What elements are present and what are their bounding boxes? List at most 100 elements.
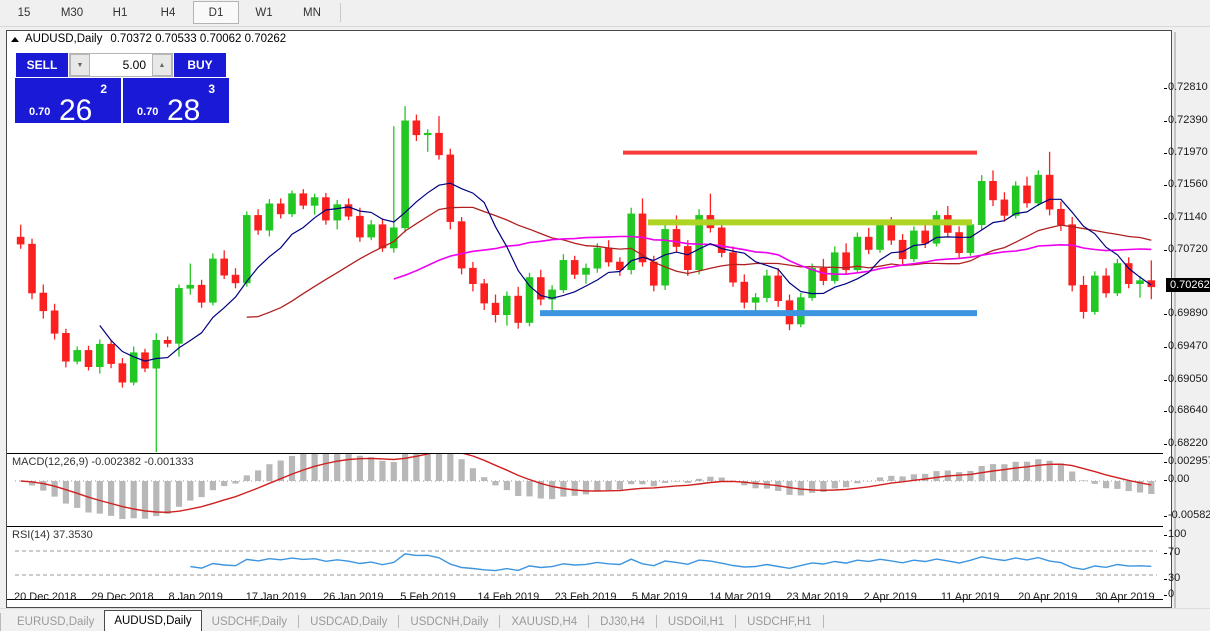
chart-ohlc-values: 0.70372 0.70533 0.70062 0.70262 xyxy=(110,33,287,45)
macd-chart-svg xyxy=(15,454,1157,519)
sell-price-prefix: 0.70 xyxy=(29,106,51,118)
price-scale-label: 0.68640 xyxy=(1168,404,1208,417)
buy-price-main: 28 xyxy=(167,94,201,127)
tab-divider xyxy=(655,615,657,628)
date-axis-label: 17 Jan 2019 xyxy=(245,591,307,603)
price-scale-label: 0.71970 xyxy=(1168,146,1208,159)
price-scale-tick xyxy=(1164,217,1167,219)
sell-button[interactable]: SELL xyxy=(16,53,68,77)
price-scale-tick xyxy=(1164,120,1167,122)
date-axis-label: 5 Mar 2019 xyxy=(631,591,688,603)
symbol-tab-usdcnh-daily[interactable]: USDCNH,Daily xyxy=(410,616,489,628)
rsi-scale-label: 30 xyxy=(1168,572,1181,584)
date-axis-label: 11 Apr 2019 xyxy=(940,591,1000,603)
price-scale-tick xyxy=(1164,153,1167,155)
rsi-scale-tick xyxy=(1164,535,1167,536)
buy-price-box[interactable]: 0.70 28 3 xyxy=(123,78,229,127)
price-scale-tick xyxy=(1164,444,1167,445)
date-axis-label: 14 Feb 2019 xyxy=(477,591,540,603)
volume-increment-icon[interactable]: ▲ xyxy=(152,54,172,76)
price-scale-label: 0.71140 xyxy=(1168,210,1207,223)
chart-window[interactable]: AUDUSD,Daily 0.70372 0.70533 0.70062 0.7… xyxy=(6,30,1172,608)
price-scale-label: 0.69890 xyxy=(1168,307,1208,320)
one-click-trade-panel[interactable]: SELL ▼ 5.00 ▲ BUY 0.70 26 2 0.70 28 3 xyxy=(15,52,231,127)
symbol-tab-bar: EURUSD,Daily AUDUSD,Daily USDCHF,Daily USDC… xyxy=(0,608,1210,631)
date-axis-label: 20 Dec 2018 xyxy=(14,591,77,603)
timeframe-button-d1[interactable]: D1 xyxy=(193,1,239,24)
macd-scale-label: -0.00582 xyxy=(1168,509,1210,521)
symbol-tab-usdchf-h1[interactable]: USDCHF,H1 xyxy=(747,616,812,628)
price-scale-label: 0.68220 xyxy=(1168,437,1208,449)
trade-panel-controls: SELL ▼ 5.00 ▲ BUY xyxy=(15,52,231,78)
timeframe-button-m30[interactable]: M30 xyxy=(60,6,84,19)
timeframe-toolbar: 15 M30 H1 H4 D1 W1 MN xyxy=(0,0,1210,27)
timeframe-button-mn[interactable]: MN xyxy=(303,6,321,19)
price-scale-label: 0.70720 xyxy=(1168,243,1208,256)
symbol-tab-usdchf-daily[interactable]: USDCHF,Daily xyxy=(211,616,288,628)
timeframe-button-h4[interactable]: H4 xyxy=(160,6,176,19)
timeframe-button-h1[interactable]: H1 xyxy=(112,6,128,19)
date-axis-label: 14 Mar 2019 xyxy=(709,591,771,603)
toolbar-separator xyxy=(340,3,341,22)
sell-price-fraction: 2 xyxy=(100,82,107,96)
macd-scale-tick xyxy=(1164,462,1167,463)
date-axis-label: 2 Apr 2019 xyxy=(863,591,917,603)
symbol-tab-dj30-h4[interactable]: DJ30,H4 xyxy=(600,616,645,628)
price-scale-label: 0.71560 xyxy=(1168,177,1208,190)
rsi-scale-tick xyxy=(1164,579,1167,580)
price-scale-label: 0.72390 xyxy=(1168,113,1208,126)
volume-stepper[interactable]: ▼ 5.00 ▲ xyxy=(69,53,173,77)
timeframe-button-15[interactable]: 15 xyxy=(17,6,31,19)
date-axis-label: 30 Apr 2019 xyxy=(1095,591,1155,603)
timeframe-button-group: 15 M30 H1 H4 D1 W1 MN xyxy=(0,0,345,25)
symbol-tab-audusd-daily[interactable]: AUDUSD,Daily xyxy=(104,610,202,631)
rsi-scale-tick xyxy=(1164,595,1167,596)
symbol-tab-xauusd-h4[interactable]: XAUUSD,H4 xyxy=(511,616,578,628)
symbol-tab-eurusd-daily[interactable]: EURUSD,Daily xyxy=(17,616,95,628)
price-scale-tick xyxy=(1164,379,1167,381)
rsi-label: RSI(14) 37.3530 xyxy=(12,529,93,541)
trade-panel-prices: 0.70 26 2 0.70 28 3 xyxy=(15,78,231,127)
rsi-pane[interactable]: RSI(14) 37.3530 xyxy=(7,526,1163,599)
macd-pane[interactable]: MACD(12,26,9) -0.002382 -0.001333 xyxy=(7,453,1163,526)
date-axis-label: 23 Feb 2019 xyxy=(554,591,617,603)
macd-label: MACD(12,26,9) -0.002382 -0.001333 xyxy=(12,456,194,468)
tab-divider xyxy=(822,615,824,628)
collapse-triangle-icon[interactable] xyxy=(11,36,19,42)
macd-scale-label: 0.00 xyxy=(1168,473,1190,485)
macd-scale-tick xyxy=(1164,480,1167,481)
buy-price-fraction: 3 xyxy=(208,82,215,96)
buy-button[interactable]: BUY xyxy=(174,53,226,77)
tab-divider xyxy=(588,615,590,628)
price-scale-label: 0.72810 xyxy=(1168,81,1208,93)
date-axis-label: 8 Jan 2019 xyxy=(168,591,223,603)
rsi-scale-label: 0 xyxy=(1168,588,1175,600)
date-axis-label: 20 Apr 2019 xyxy=(1018,591,1078,603)
timeframe-button-w1[interactable]: W1 xyxy=(255,6,273,19)
sell-price-box[interactable]: 0.70 26 2 xyxy=(15,78,121,127)
price-scale-label: 0.69050 xyxy=(1168,372,1208,385)
date-axis-label: 5 Feb 2019 xyxy=(400,591,456,603)
chart-symbol-title: AUDUSD,Daily xyxy=(25,33,103,45)
tab-divider xyxy=(398,615,400,628)
tab-bar-edge xyxy=(0,613,7,631)
date-axis-label: 26 Jan 2019 xyxy=(322,591,384,603)
rsi-chart-svg xyxy=(15,550,1157,576)
tab-divider xyxy=(298,615,300,628)
price-chart-svg xyxy=(16,106,1156,452)
symbol-tab-usdcad-daily[interactable]: USDCAD,Daily xyxy=(310,616,388,628)
price-scale-tick xyxy=(1164,314,1167,316)
chart-header: AUDUSD,Daily 0.70372 0.70533 0.70062 0.7… xyxy=(7,31,1171,47)
sell-price-main: 26 xyxy=(59,94,93,127)
price-scale-tick xyxy=(1164,347,1167,349)
date-axis-label: 29 Dec 2018 xyxy=(91,591,154,603)
volume-decrement-icon[interactable]: ▼ xyxy=(70,54,90,76)
price-scale-tick xyxy=(1164,88,1167,89)
current-price-tag: 0.70262 xyxy=(1166,277,1210,292)
symbol-tab-usdoil-h1[interactable]: USDOil,H1 xyxy=(667,616,725,628)
price-scale-tick xyxy=(1164,184,1167,186)
date-axis xyxy=(7,599,1163,607)
macd-scale-tick xyxy=(1164,516,1167,517)
tab-divider xyxy=(735,615,737,628)
volume-value[interactable]: 5.00 xyxy=(122,58,146,72)
